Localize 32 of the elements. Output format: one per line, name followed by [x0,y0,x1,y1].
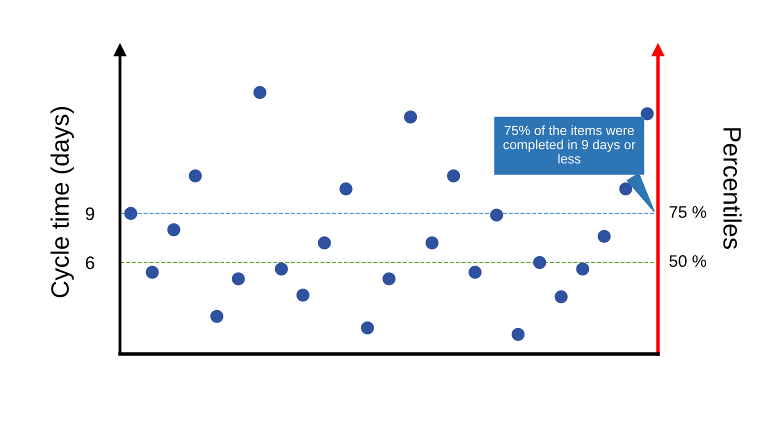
point [640,107,654,120]
point [124,206,138,220]
y-tick-label: 6 [86,256,94,270]
text: 50 % [669,255,706,267]
point [576,262,590,276]
point [490,208,504,222]
annotation: 75% of the items were completed in 9 days or less [503,125,636,164]
point [533,256,546,269]
point [210,310,224,323]
point [167,223,180,236]
y2-axis-title: Percentiles [723,128,742,249]
y-tick-label: 9 [86,207,94,220]
point [339,182,352,196]
point [382,272,396,286]
y-axis-title: Cycle time (days) [50,107,74,298]
point [468,266,482,279]
text: 75 % [670,206,706,218]
point [426,236,439,250]
point [188,169,202,182]
point [232,272,245,286]
point [598,230,611,243]
point [512,328,525,341]
point [360,321,374,334]
point [619,182,632,196]
point [447,169,460,182]
point [253,86,266,99]
point [274,262,288,276]
point [554,290,568,304]
point [296,288,310,302]
point [146,266,159,279]
point [404,110,418,124]
point [318,236,331,250]
